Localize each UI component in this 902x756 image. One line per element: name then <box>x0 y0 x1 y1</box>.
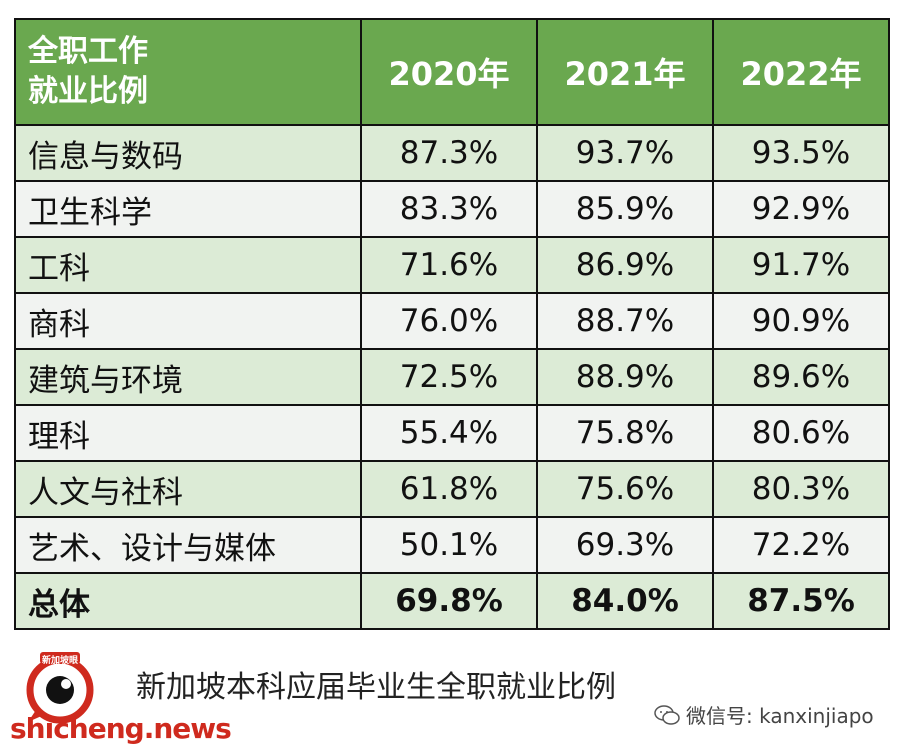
header-label-line1: 全职工作 <box>28 34 148 69</box>
employment-table-container: 全职工作 就业比例 2020年 2021年 2022年 信息与数码 87.3% 93… <box>14 18 890 630</box>
value-cell: 91.7% <box>712 236 890 294</box>
value-cell: 80.3% <box>712 460 890 518</box>
value-cell: 69.3% <box>536 516 714 574</box>
category-cell: 卫生科学 <box>14 180 362 238</box>
value-cell: 87.3% <box>360 124 538 182</box>
category-cell: 人文与社科 <box>14 460 362 518</box>
employment-table: 全职工作 就业比例 2020年 2021年 2022年 信息与数码 87.3% 93… <box>14 18 890 630</box>
header-year-2020: 2020年 <box>360 18 538 126</box>
category-cell: 工科 <box>14 236 362 294</box>
table-row: 理科 55.4% 75.8% 80.6% <box>14 404 890 462</box>
category-cell: 信息与数码 <box>14 124 362 182</box>
value-cell: 71.6% <box>360 236 538 294</box>
value-cell: 69.8% <box>360 572 538 630</box>
value-cell: 87.5% <box>712 572 890 630</box>
table-row: 建筑与环境 72.5% 88.9% 89.6% <box>14 348 890 406</box>
table-row: 人文与社科 61.8% 75.6% 80.3% <box>14 460 890 518</box>
value-cell: 72.5% <box>360 348 538 406</box>
value-cell: 88.7% <box>536 292 714 350</box>
table-row: 卫生科学 83.3% 85.9% 92.9% <box>14 180 890 238</box>
table-header-row: 全职工作 就业比例 2020年 2021年 2022年 <box>14 18 890 126</box>
wechat-icon <box>654 704 680 725</box>
table-row: 信息与数码 87.3% 93.7% 93.5% <box>14 124 890 182</box>
table-row: 工科 71.6% 86.9% 91.7% <box>14 236 890 294</box>
value-cell: 89.6% <box>712 348 890 406</box>
logo-icon <box>26 652 94 724</box>
value-cell: 80.6% <box>712 404 890 462</box>
value-cell: 75.6% <box>536 460 714 518</box>
value-cell: 61.8% <box>360 460 538 518</box>
value-cell: 84.0% <box>536 572 714 630</box>
wechat-text: 微信号: kanxinjiapo <box>686 704 874 728</box>
value-cell: 90.9% <box>712 292 890 350</box>
table-row: 艺术、设计与媒体 50.1% 69.3% 72.2% <box>14 516 890 574</box>
value-cell: 50.1% <box>360 516 538 574</box>
value-cell: 83.3% <box>360 180 538 238</box>
value-cell: 92.9% <box>712 180 890 238</box>
category-cell: 建筑与环境 <box>14 348 362 406</box>
header-year-2022: 2022年 <box>712 18 890 126</box>
wechat-id: 微信号: kanxinjiapo <box>654 700 874 729</box>
value-cell: 72.2% <box>712 516 890 574</box>
header-label-cell: 全职工作 就业比例 <box>14 18 362 126</box>
value-cell: 75.8% <box>536 404 714 462</box>
site-name: shicheng.news <box>10 712 232 745</box>
value-cell: 88.9% <box>536 348 714 406</box>
category-cell: 商科 <box>14 292 362 350</box>
table-total-row: 总体 69.8% 84.0% 87.5% <box>14 572 890 630</box>
value-cell: 86.9% <box>536 236 714 294</box>
table-caption: 新加坡本科应届毕业生全职就业比例 <box>136 670 616 705</box>
category-cell: 总体 <box>14 572 362 630</box>
table-row: 商科 76.0% 88.7% 90.9% <box>14 292 890 350</box>
value-cell: 55.4% <box>360 404 538 462</box>
logo-badge-text: 新加坡眼 <box>42 656 79 666</box>
header-label-line2: 就业比例 <box>28 74 148 109</box>
value-cell: 85.9% <box>536 180 714 238</box>
value-cell: 93.5% <box>712 124 890 182</box>
value-cell: 76.0% <box>360 292 538 350</box>
value-cell: 93.7% <box>536 124 714 182</box>
category-cell: 理科 <box>14 404 362 462</box>
category-cell: 艺术、设计与媒体 <box>14 516 362 574</box>
logo-badge: 新加坡眼 <box>18 650 100 724</box>
header-year-2021: 2021年 <box>536 18 714 126</box>
